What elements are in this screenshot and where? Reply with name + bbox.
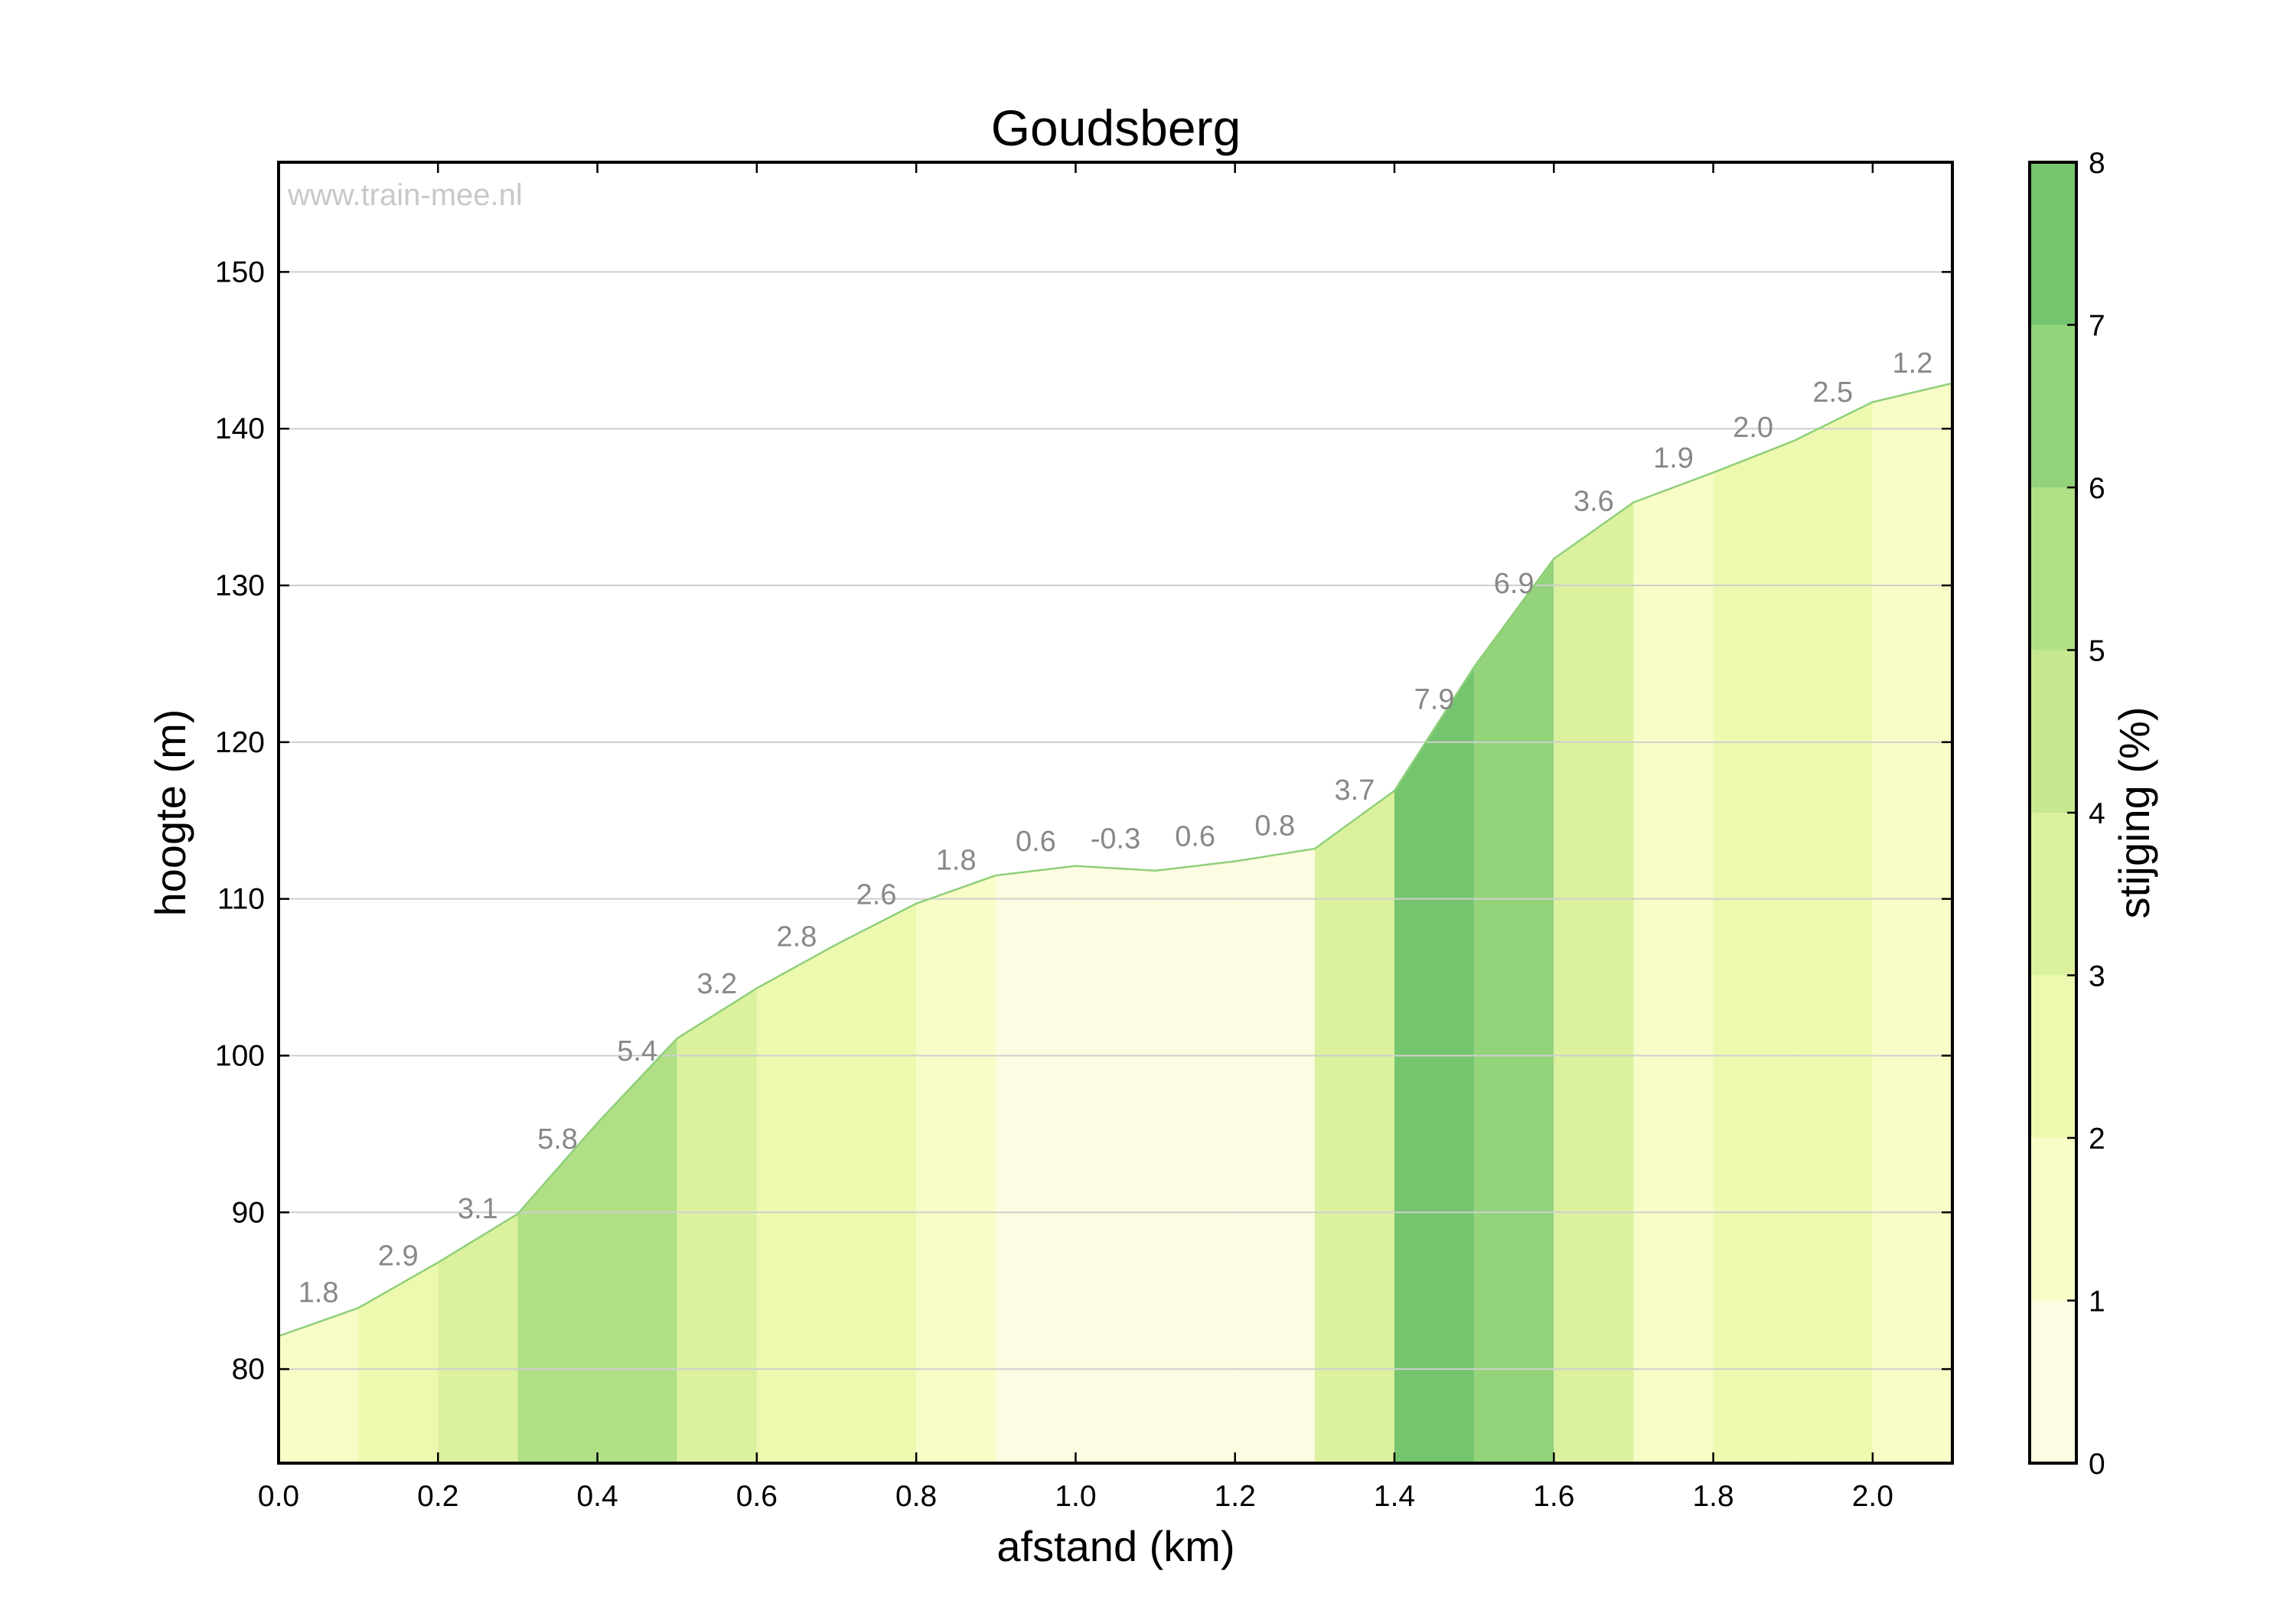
grade-band [1155,861,1235,1463]
grade-label: 3.2 [696,968,737,1000]
grade-label: 2.6 [856,878,897,911]
colorbar-band [2030,487,2076,650]
y-tick-label: 120 [215,726,265,759]
y-tick-label: 150 [215,256,265,288]
colorbar-tick-label: 4 [2089,797,2105,830]
colorbar-band [2030,650,2076,813]
x-tick-label: 1.2 [1215,1480,1256,1513]
grade-band [1872,383,1952,1463]
grade-label: 0.8 [1254,810,1295,842]
grade-label: 3.7 [1335,774,1375,807]
plot-frame [277,161,1954,1465]
colorbar-tick-label: 5 [2089,635,2105,668]
grade-label: 1.2 [1893,347,1933,380]
colorbar-band [2030,324,2076,487]
grade-band [1713,441,1793,1463]
y-tick-label: 100 [215,1039,265,1072]
grade-label: 2.5 [1812,376,1853,409]
colorbar-band [2030,813,2076,976]
x-tick-label: 1.8 [1692,1480,1733,1513]
x-tick-label: 0.8 [895,1480,937,1513]
colorbar-band [2030,1300,2076,1463]
colorbar-tick-label: 2 [2089,1123,2105,1156]
grade-label: 3.6 [1574,485,1614,517]
colorbar-band [2030,162,2076,325]
chart-title: Goudsberg [991,99,1241,156]
grade-label: -0.3 [1091,823,1140,856]
colorbar-tick-label: 1 [2089,1286,2105,1319]
watermark: www.train-mee.nl [287,178,523,212]
grade-labels: 1.8 2.9 3.1 5.8 5.4 3.2 2.8 2.6 1.8 0.6 -0.3 0.6 0.8… [298,347,1933,1309]
colorbar-tick-label: 7 [2089,310,2105,343]
colorbar-tick-label: 6 [2089,472,2105,505]
x-tick-label: 0.2 [417,1480,458,1513]
colorbar-tick-label: 8 [2089,147,2105,180]
grade-label: 6.9 [1494,568,1534,600]
grade-label: 5.8 [537,1123,578,1156]
grade-band [916,875,996,1463]
grade-band [279,1308,359,1463]
grade-band [1234,849,1315,1463]
x-tick-label: 0.0 [258,1480,299,1513]
grade-band [1792,402,1873,1463]
grade-label: 1.8 [936,844,977,876]
gridlines [279,271,1952,1371]
y-tick-label: 130 [215,569,265,602]
y-axis: 80 90 100 110 120 130 140 150 [215,256,1952,1386]
grade-band [1554,502,1634,1464]
grade-label: 1.8 [298,1277,339,1309]
colorbar-tick-label: 3 [2089,960,2105,993]
grade-band [756,944,837,1463]
grade-band [517,1123,598,1463]
y-tick-label: 80 [232,1353,265,1386]
x-axis-label: afstand (km) [996,1522,1234,1570]
grade-label: 2.0 [1733,412,1773,444]
y-tick-label: 110 [217,883,265,916]
y-axis-label: hoogte (m) [146,709,194,917]
grade-band [1394,667,1475,1463]
grade-label: 1.9 [1653,442,1694,474]
x-tick-label: 2.0 [1852,1480,1893,1513]
grade-label: 2.9 [378,1240,419,1273]
grade-label: 5.4 [617,1035,657,1068]
grade-bands [279,383,1952,1464]
x-tick-label: 0.4 [576,1480,618,1513]
y-tick-label: 90 [232,1196,265,1229]
colorbar-band [2030,975,2076,1138]
grade-band [358,1262,439,1463]
grade-band [1474,559,1554,1463]
x-tick-label: 1.4 [1374,1480,1415,1513]
grade-band [837,903,917,1463]
grade-label: 3.1 [458,1193,498,1225]
elevation-line [278,382,1953,1338]
grade-band [597,1038,677,1463]
colorbar-tick-label: 0 [2089,1448,2105,1481]
grade-label: 7.9 [1414,683,1455,715]
grade-label: 2.8 [777,921,817,953]
grade-label: 0.6 [1016,826,1056,858]
x-tick-label: 0.6 [736,1480,778,1513]
grade-band [1633,472,1714,1463]
grade-band [1075,865,1156,1463]
x-tick-label: 1.6 [1533,1480,1574,1513]
grade-label: 0.6 [1175,821,1215,853]
x-axis: 0.0 0.2 0.4 0.6 0.8 1.0 1.2 1.4 1.6 1.8 2.0 [258,162,1893,1513]
colorbar: 0 1 2 3 4 5 6 7 8 [2028,147,2105,1481]
x-tick-label: 1.0 [1055,1480,1096,1513]
grade-band [677,988,757,1463]
y-tick-label: 140 [215,412,265,445]
colorbar-band [2030,1138,2076,1301]
grade-band [996,865,1076,1463]
grade-band [1314,790,1394,1463]
colorbar-label: stijging (%) [2110,707,2158,919]
grade-band [438,1214,518,1463]
